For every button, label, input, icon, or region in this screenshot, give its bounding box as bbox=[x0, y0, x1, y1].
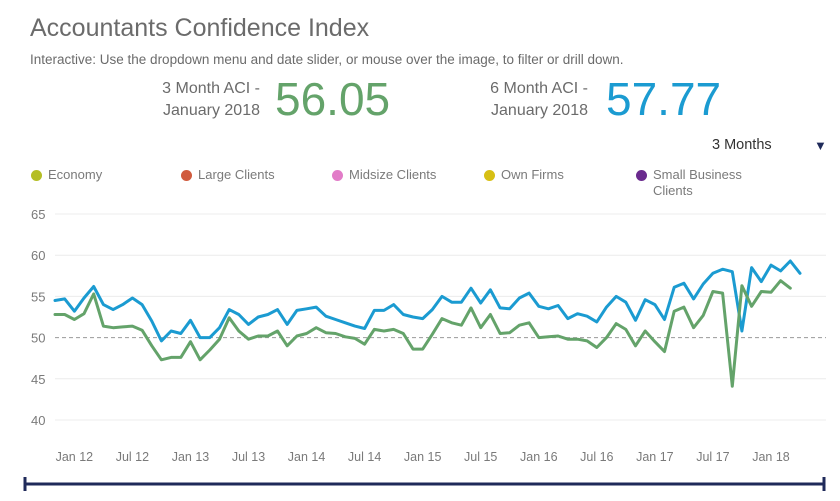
period-dropdown[interactable]: 3 Months bbox=[712, 137, 772, 153]
x-tick-label: Jan 17 bbox=[636, 450, 674, 464]
y-tick-label: 40 bbox=[31, 413, 45, 428]
x-tick-label: Jul 13 bbox=[232, 450, 265, 464]
y-tick-label: 65 bbox=[31, 207, 45, 222]
x-tick-label: Jan 16 bbox=[520, 450, 558, 464]
kpi-3-month-label: 3 Month ACI - January 2018 bbox=[110, 78, 260, 122]
kpi-6-month-label-line1: 6 Month ACI - bbox=[490, 80, 588, 97]
chevron-down-icon[interactable]: ▼ bbox=[814, 138, 827, 153]
kpi-3-month-value: 56.05 bbox=[275, 73, 391, 125]
legend-large-clients-dot[interactable] bbox=[181, 170, 192, 181]
legend-economy-label[interactable]: Economy bbox=[48, 167, 103, 182]
x-tick-label: Jul 17 bbox=[696, 450, 729, 464]
legend-own-firms-label[interactable]: Own Firms bbox=[501, 167, 564, 182]
x-tick-label: Jan 14 bbox=[288, 450, 326, 464]
x-tick-label: Jan 15 bbox=[404, 450, 442, 464]
legend-small-business-label[interactable]: Small Business Clients bbox=[653, 167, 742, 198]
kpi-6-month-label: 6 Month ACI - January 2018 bbox=[438, 78, 588, 122]
x-tick-label: Jul 12 bbox=[116, 450, 149, 464]
kpi-3-month-label-line2: January 2018 bbox=[163, 102, 260, 119]
page-title: Accountants Confidence Index bbox=[30, 14, 370, 42]
legend-midsize-clients-dot[interactable] bbox=[332, 170, 343, 181]
x-tick-label: Jan 18 bbox=[752, 450, 790, 464]
x-tick-label: Jul 16 bbox=[580, 450, 613, 464]
y-tick-label: 50 bbox=[31, 331, 45, 346]
legend-economy-dot[interactable] bbox=[31, 170, 42, 181]
legend-small-business-dot[interactable] bbox=[636, 170, 647, 181]
legend-own-firms-dot[interactable] bbox=[484, 170, 495, 181]
x-tick-label: Jul 15 bbox=[464, 450, 497, 464]
series-line-3-month-aci[interactable] bbox=[53, 279, 792, 388]
x-tick-label: Jan 12 bbox=[56, 450, 94, 464]
legend-midsize-clients-label[interactable]: Midsize Clients bbox=[349, 167, 437, 182]
y-tick-label: 45 bbox=[31, 372, 45, 387]
kpi-6-month-value: 57.77 bbox=[606, 73, 722, 125]
x-tick-label: Jul 14 bbox=[348, 450, 381, 464]
series-line-6-month-aci[interactable] bbox=[53, 259, 802, 343]
page-subtitle: Interactive: Use the dropdown menu and d… bbox=[30, 52, 624, 67]
x-tick-label: Jan 13 bbox=[172, 450, 210, 464]
kpi-6-month-label-line2: January 2018 bbox=[491, 102, 588, 119]
legend-large-clients-label[interactable]: Large Clients bbox=[198, 167, 275, 182]
kpi-3-month-label-line1: 3 Month ACI - bbox=[162, 80, 260, 97]
y-tick-label: 55 bbox=[31, 289, 45, 304]
y-tick-label: 60 bbox=[31, 248, 45, 263]
